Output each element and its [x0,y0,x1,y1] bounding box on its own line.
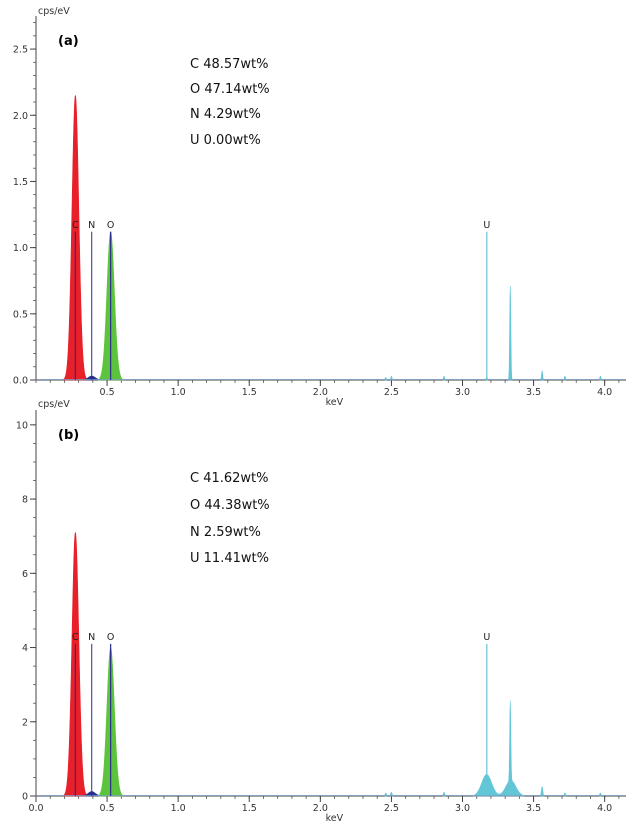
x-tick-label: 2.5 [384,803,399,814]
x-tick-label: 4.0 [597,387,612,398]
spectrum-peak-U [384,700,603,797]
y-tick-label: 0 [22,792,28,803]
x-tick-label: 1.0 [171,803,186,814]
element-marker-label-C: C [72,632,79,643]
spectrum-panel-a: 0.0 0.5 1.0 1.5 2.0 2.5 0.5 1.0 1.5 2.0 2.5 3.0 3.5 4… [13,6,626,408]
composition-label: U 0.00wt% [190,133,261,148]
composition-label: C 41.62wt% [190,471,269,486]
element-marker-label-O: O [107,220,114,231]
element-marker-label-U: U [483,632,490,643]
x-tick-label: 3.0 [455,387,470,398]
panel-label: (a) [58,34,79,49]
panel-label: (b) [58,428,79,443]
y-tick-label: 2 [22,717,28,728]
y-tick-label: 10 [16,420,28,431]
composition-label: O 47.14wt% [190,82,270,97]
element-marker-label-O: O [107,632,114,643]
x-tick-label: 2.0 [313,387,328,398]
element-marker-label-U: U [483,220,490,231]
x-tick-label: 0.5 [100,387,115,398]
x-tick-label: 3.5 [526,803,541,814]
composition-label: N 4.29wt% [190,107,261,122]
x-tick-label: 3.0 [455,803,470,814]
spectrum-panel-b: 0 2 4 6 8 10 0.0 0.5 1.0 1.5 2.0 2.5 3.0 3.5 4.0 cps/eV… [16,399,626,824]
x-axis-label: keV [326,813,344,824]
x-tick-label: 1.5 [242,387,257,398]
x-tick-label: 1.5 [242,803,257,814]
y-axis-label: cps/eV [38,6,70,17]
y-tick-label: 0.5 [13,309,28,320]
y-tick-label: 8 [22,495,28,506]
y-tick-label: 2.5 [13,45,28,56]
x-tick-label: 4.0 [597,803,612,814]
y-tick-label: 2.0 [13,111,28,122]
y-tick-label: 0.0 [13,376,28,387]
composition-label: C 48.57wt% [190,57,269,72]
composition-label: N 2.59wt% [190,525,261,540]
x-tick-label: 3.5 [526,387,541,398]
composition-label: O 44.38wt% [190,498,270,513]
x-tick-label: 0.5 [100,803,115,814]
x-axis-label: keV [326,397,344,408]
y-tick-label: 4 [22,643,28,654]
y-tick-label: 6 [22,569,28,580]
element-marker-label-N: N [88,220,95,231]
x-tick-label: 2.0 [313,803,328,814]
element-marker-label-N: N [88,632,95,643]
x-tick-label: 2.5 [384,387,399,398]
y-tick-label: 1.0 [13,243,28,254]
y-tick-label: 1.5 [13,177,28,188]
composition-label: U 11.41wt% [190,551,269,566]
y-axis-label: cps/eV [38,399,70,410]
element-marker-label-C: C [72,220,79,231]
x-tick-label: 1.0 [171,387,186,398]
x-tick-label: 0.0 [28,803,43,814]
